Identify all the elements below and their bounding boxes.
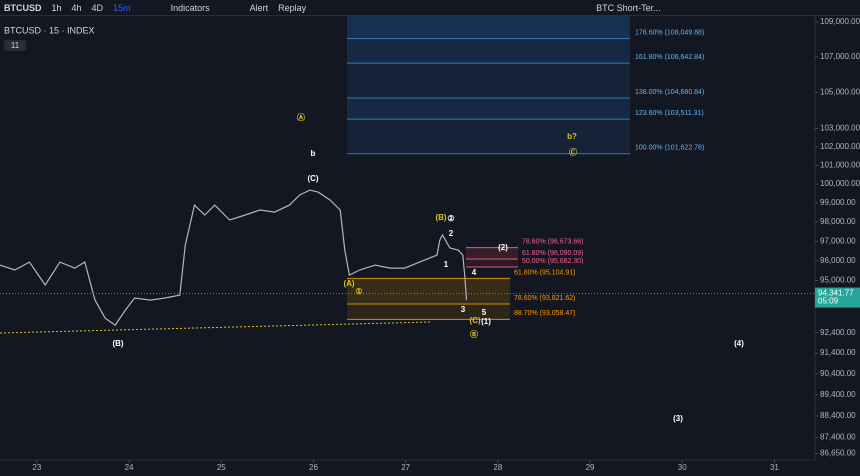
y-tick-label: 100,000.00 (820, 179, 860, 188)
x-tick-label: 30 (678, 463, 687, 472)
wave-label: b (311, 149, 316, 158)
fib-label: 61.80% (95,104.91) (514, 269, 576, 276)
y-tick-label: 90,400.00 (820, 369, 856, 378)
fib-band (347, 16, 630, 39)
x-tick-label: 24 (125, 463, 134, 472)
wave-label: 5 (482, 308, 487, 317)
y-tick-label: 98,000.00 (820, 217, 856, 226)
y-tick-label: 102,000.00 (820, 142, 860, 151)
fib-label: 100.00% (101,622.78) (635, 145, 704, 152)
y-tick-label: 96,000.00 (820, 256, 856, 265)
y-tick-label: 91,400.00 (820, 348, 856, 357)
fib-band (347, 98, 630, 120)
symbol[interactable]: BTCUSD (4, 2, 42, 13)
x-tick-label: 25 (217, 463, 226, 472)
x-tick-label: 31 (770, 463, 779, 472)
y-tick-label: 99,000.00 (820, 198, 856, 207)
x-tick-label: 28 (493, 463, 502, 472)
wave-label: Ⓐ (297, 112, 305, 122)
last-price-label: 94,341.77 (818, 289, 854, 298)
wave-label: (B) (112, 339, 123, 348)
wave-label: (A) (343, 279, 354, 288)
y-tick-label: 105,000.00 (820, 87, 860, 96)
x-tick-label: 23 (32, 463, 41, 472)
fib-label: 78.60% (93,821.62) (514, 295, 576, 302)
wave-label: 1 (444, 260, 449, 269)
wave-label: (C) (307, 174, 318, 183)
y-tick-label: 92,400.00 (820, 328, 856, 337)
alert-button[interactable]: Alert (249, 2, 269, 13)
fib-label: 78.60% (96,673.66) (522, 239, 584, 246)
last-price-tag (815, 287, 860, 308)
fib-label: 61.80% (96,090.09) (522, 250, 584, 257)
trendline (0, 321, 431, 334)
y-tick-label: 107,000.00 (820, 52, 860, 61)
replay-button[interactable]: Replay (278, 2, 307, 13)
indicators-button[interactable]: Indicators (170, 2, 210, 13)
wave-label: ① (355, 287, 362, 296)
fib-band (347, 38, 630, 64)
wave-label: 2 (449, 229, 454, 238)
interval[interactable]: 1h (51, 2, 62, 13)
layout-name[interactable]: BTC Short-Ter... (596, 2, 661, 13)
wave-label: (B) (435, 213, 446, 222)
chart-title: BTCUSD · 15 · INDEX (4, 25, 95, 35)
fib-label: 138.00% (104,680.84) (635, 89, 704, 96)
y-tick-label: 101,000.00 (820, 160, 860, 169)
fib-band (347, 63, 630, 99)
fib-band (466, 247, 518, 260)
wave-label: ② (447, 214, 454, 223)
y-tick-label: 95,000.00 (820, 276, 856, 285)
fib-label: 161.80% (106,642.84) (635, 54, 704, 61)
toolbar: BTCUSD 1h 4h 4D 15m Indicators Alert Rep… (0, 0, 860, 16)
wave-label: Ⓒ (569, 147, 577, 157)
wave-label: (2) (498, 243, 508, 252)
x-tick-label: 29 (586, 463, 595, 472)
price-line (0, 189, 468, 326)
fib-label: 50.00% (95,682.30) (522, 258, 584, 265)
wave-label: 4 (472, 268, 477, 277)
fib-band (347, 303, 510, 320)
fib-band (347, 278, 510, 304)
fib-band (466, 259, 518, 268)
wave-label: Ⓑ (470, 329, 478, 339)
interval[interactable]: 4D (91, 2, 104, 13)
x-tick-label: 27 (401, 463, 410, 472)
wave-label: (4) (734, 339, 744, 348)
fib-label: 88.70% (93,058.47) (514, 310, 576, 317)
x-tick-label: 26 (309, 463, 318, 472)
fib-band (347, 119, 630, 154)
y-tick-label: 88,400.00 (820, 411, 856, 420)
wave-label: 3 (461, 305, 466, 314)
y-tick-label: 86,650.00 (820, 449, 856, 458)
wave-label: (C) (469, 316, 480, 325)
interval[interactable]: 15m (113, 2, 131, 13)
fib-label: 178.60% (108,049.88) (635, 29, 704, 36)
y-tick-label: 87,400.00 (820, 432, 856, 441)
y-tick-label: 103,000.00 (820, 124, 860, 133)
wave-label: (1) (481, 317, 491, 326)
y-tick-label: 109,000.00 (820, 17, 860, 26)
interval[interactable]: 4h (71, 2, 82, 13)
indicator-count[interactable]: 11 (11, 41, 20, 50)
wave-label: (3) (673, 414, 683, 423)
fib-label: 123.60% (103,511.31) (635, 110, 704, 117)
y-tick-label: 89,400.00 (820, 390, 856, 399)
countdown: 05:09 (818, 297, 839, 306)
y-tick-label: 97,000.00 (820, 236, 856, 245)
wave-label: b? (567, 132, 577, 141)
badge (4, 40, 26, 51)
